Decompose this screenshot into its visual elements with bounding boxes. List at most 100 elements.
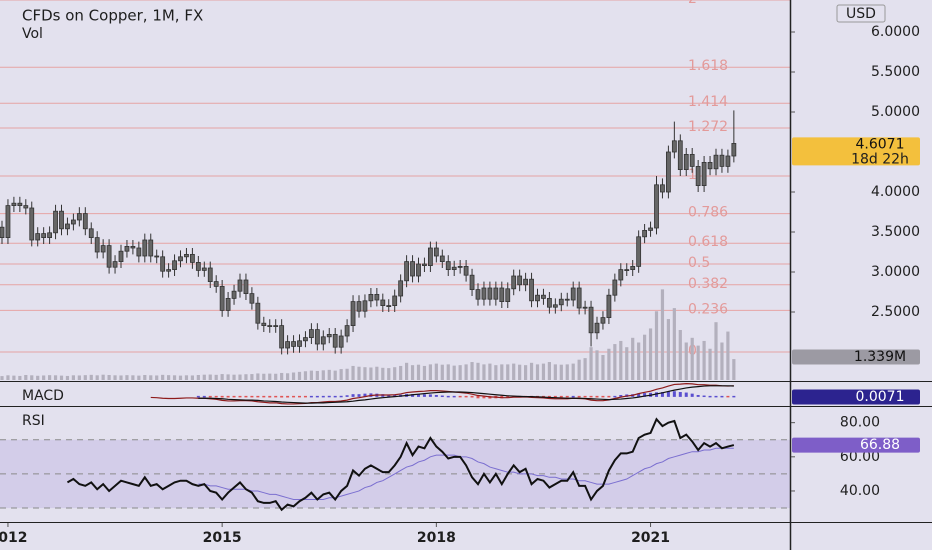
candle-body	[189, 253, 195, 263]
volume-bar	[583, 358, 587, 380]
volume-bar	[720, 342, 724, 380]
candle-body	[160, 256, 166, 272]
candle-body	[332, 333, 338, 348]
candle-body	[71, 219, 76, 225]
candle-body	[493, 287, 499, 300]
fib-label: 0.786	[688, 205, 728, 221]
volume-bar	[303, 371, 308, 380]
macd-histogram	[262, 395, 266, 398]
x-tick-label: 2012	[0, 530, 27, 546]
macd-last: 0.0071	[856, 389, 905, 405]
volume-bar	[595, 350, 599, 380]
volume-bar	[339, 369, 343, 380]
volume-bar	[440, 364, 444, 380]
volume-bar	[690, 337, 694, 380]
candle-body	[118, 250, 124, 262]
candle-body	[445, 261, 451, 271]
candle-body	[422, 263, 427, 266]
candle-body	[695, 165, 701, 186]
currency-label: USD	[846, 6, 876, 22]
candle-body	[481, 287, 487, 300]
candle-body	[689, 153, 695, 167]
macd-line	[150, 383, 734, 405]
volume-bar	[190, 375, 194, 380]
volume-bar	[274, 373, 278, 380]
candle-body	[130, 245, 136, 249]
macd-histogram	[345, 395, 349, 397]
volume-bar	[446, 364, 450, 380]
x-tick-label: 2018	[417, 530, 456, 546]
candle-body	[267, 325, 273, 328]
macd-histogram	[726, 395, 730, 398]
macd-histogram	[547, 395, 551, 398]
volume-bar	[613, 344, 617, 380]
macd-histogram	[482, 395, 486, 399]
candle-body	[666, 151, 671, 193]
macd-histogram	[387, 394, 391, 397]
candle-body	[618, 269, 624, 281]
rsi-last-box	[792, 437, 920, 453]
volume-bar	[327, 369, 331, 380]
macd-histogram	[321, 395, 325, 398]
candle-body	[35, 233, 41, 241]
candle-body	[671, 140, 677, 153]
candle-body	[5, 205, 11, 239]
rsi-line	[66, 417, 735, 512]
y-tick-label: 3.0000	[871, 264, 920, 280]
macd-histogram	[714, 395, 718, 398]
candle-body	[249, 293, 255, 304]
volume-bar	[375, 366, 379, 380]
macd-histogram	[208, 395, 212, 398]
volume-bar	[434, 363, 438, 380]
volume-bar	[107, 375, 111, 380]
price-pane: 2 1.618 1.414 1.272 1 0.786 0.618 0.5 0.382 0.236…	[0, 0, 790, 380]
macd-histogram	[417, 394, 420, 397]
candle-body	[243, 279, 249, 295]
candle-body	[547, 297, 552, 308]
volume-bar	[726, 331, 730, 380]
candle-body	[362, 300, 368, 312]
volume-bar	[500, 364, 504, 380]
macd-histogram	[250, 395, 254, 398]
candle-body	[535, 294, 540, 302]
macd-last-box	[792, 389, 920, 405]
candle-body	[380, 299, 386, 306]
macd-histogram	[559, 395, 563, 398]
candle-body	[410, 261, 415, 277]
macd-histogram	[298, 395, 301, 398]
macd-histogram	[292, 395, 296, 398]
macd-histogram	[690, 393, 694, 397]
candle-body	[475, 289, 481, 300]
candle-body	[53, 210, 58, 234]
fib-label: 0.618	[688, 234, 728, 250]
candle-body	[273, 325, 279, 328]
volume-bar	[125, 375, 129, 380]
candle-body	[677, 140, 683, 171]
macd-histogram	[607, 395, 611, 398]
volume-bar	[637, 342, 641, 380]
candle-body	[112, 261, 118, 268]
candle-body	[588, 306, 594, 334]
macd-histogram	[655, 392, 658, 397]
volume-bar	[226, 374, 230, 380]
volume-bar	[172, 375, 177, 380]
fib-label: 0.5	[688, 255, 710, 271]
volume-bar	[589, 347, 593, 380]
macd-histogram	[553, 395, 557, 398]
fib-label: 0.382	[688, 276, 728, 292]
candle-body	[297, 340, 302, 347]
volume-bar	[660, 289, 665, 380]
volume-bar	[672, 308, 676, 380]
macd-histogram	[672, 391, 676, 397]
volume-bar	[202, 374, 206, 380]
volume-bar	[297, 371, 302, 380]
candle-body	[142, 239, 148, 257]
volume-bar	[184, 375, 189, 380]
volume-bar	[470, 362, 474, 380]
volume-bar	[0, 376, 4, 380]
volume-bar	[524, 365, 528, 380]
macd-histogram	[315, 395, 319, 398]
macd-histogram	[411, 394, 415, 397]
volume-bar	[601, 355, 605, 380]
candle-body	[701, 161, 707, 186]
